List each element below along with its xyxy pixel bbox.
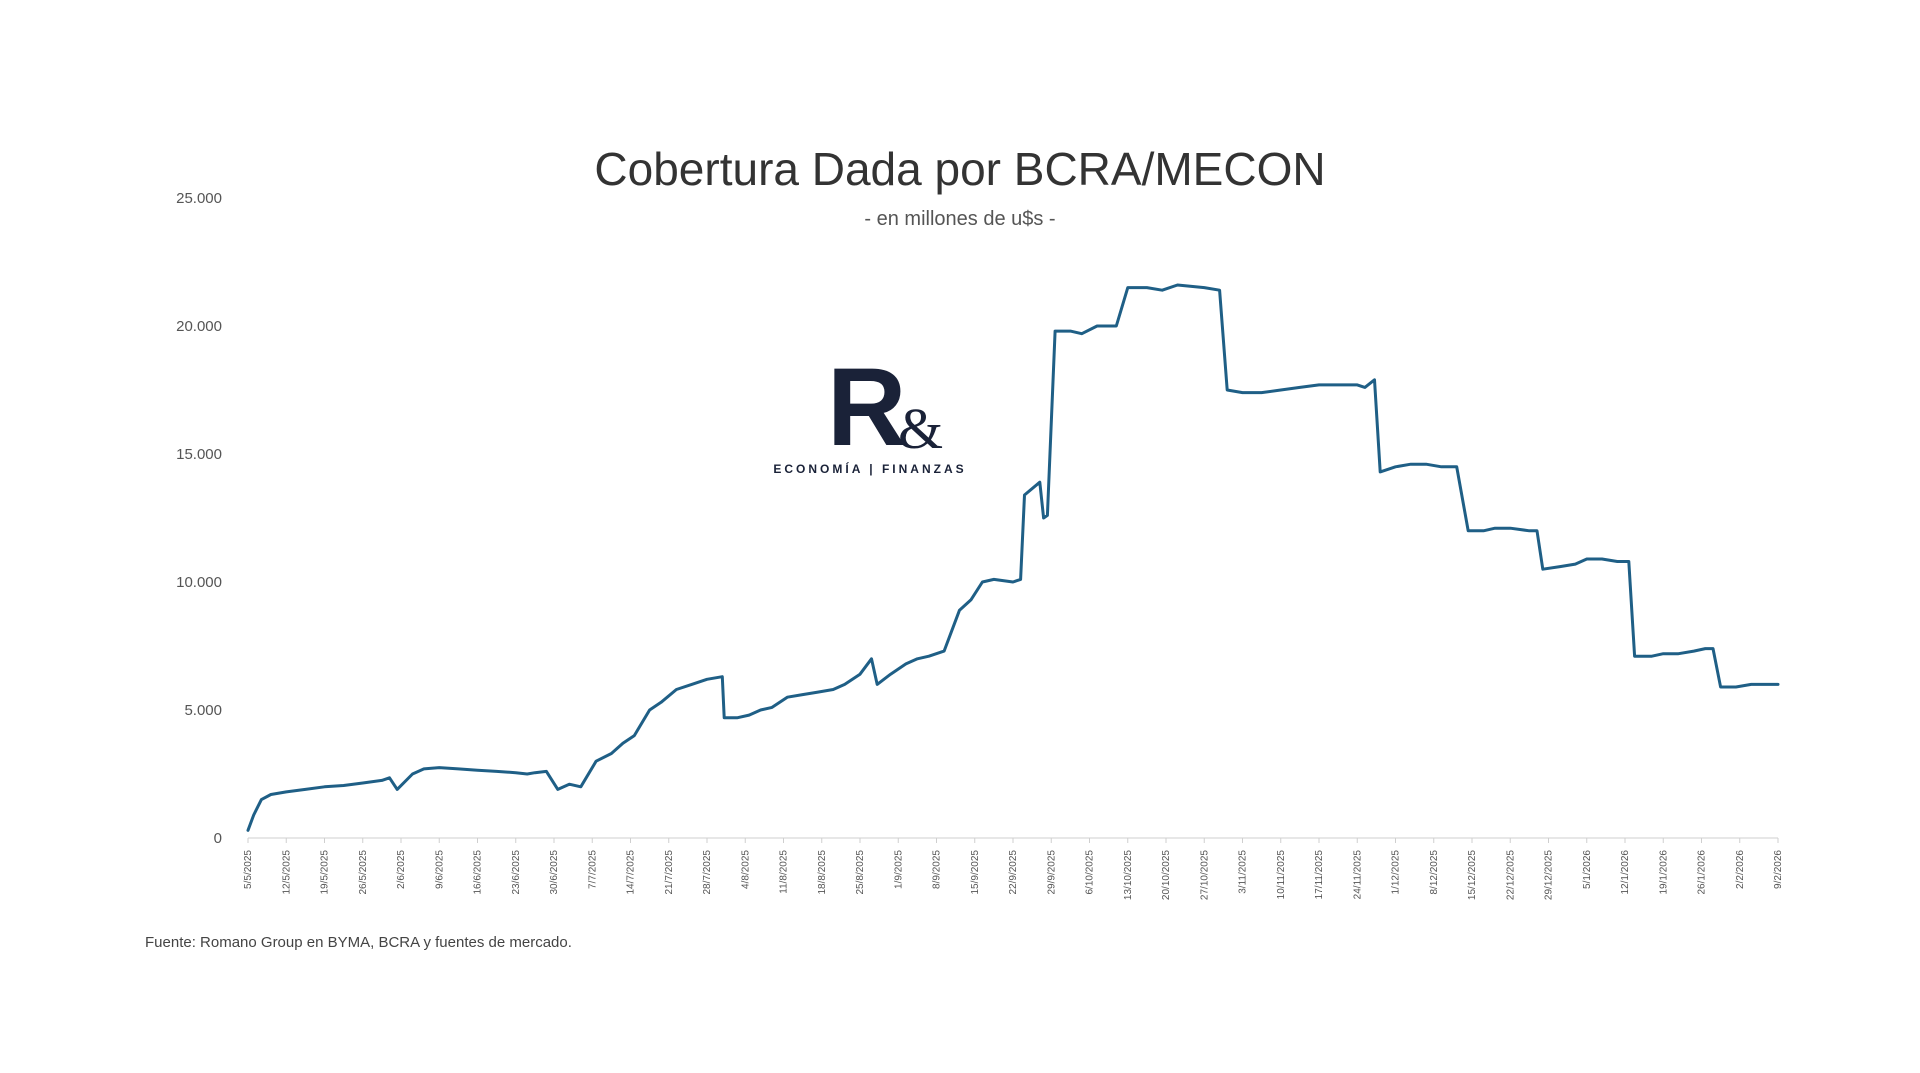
x-tick-label: 19/5/2025 bbox=[320, 850, 331, 895]
x-tick-label: 24/11/2025 bbox=[1352, 850, 1363, 900]
logo-tagline: ECONOMÍA | FINANZAS bbox=[773, 461, 966, 476]
x-tick-label: 25/8/2025 bbox=[855, 850, 866, 895]
x-tick-label: 26/5/2025 bbox=[358, 850, 369, 895]
y-axis: 0 5.000 10.000 15.000 20.000 25.000 bbox=[176, 190, 222, 847]
x-tick-label: 15/9/2025 bbox=[970, 850, 981, 895]
chart-subtitle: - en millones de u$s - bbox=[864, 208, 1055, 230]
x-tick-label: 1/12/2025 bbox=[1391, 850, 1402, 895]
y-tick-label: 10.000 bbox=[176, 574, 222, 591]
x-tick-label: 21/7/2025 bbox=[664, 850, 675, 895]
x-tick-label: 22/12/2025 bbox=[1505, 850, 1516, 900]
x-tick-label: 5/1/2026 bbox=[1582, 850, 1593, 889]
x-tick-label: 8/9/2025 bbox=[932, 850, 943, 889]
x-tick-label: 11/8/2025 bbox=[779, 850, 790, 894]
chart-title: Cobertura Dada por BCRA/MECON bbox=[594, 143, 1325, 195]
x-tick-label: 5/5/2025 bbox=[243, 850, 254, 889]
logo-letter: R bbox=[827, 346, 906, 469]
x-tick-label: 29/12/2025 bbox=[1544, 850, 1555, 900]
brand-logo: R & ECONOMÍA | FINANZAS bbox=[773, 346, 966, 476]
x-tick-label: 13/10/2025 bbox=[1123, 850, 1134, 900]
y-tick-label: 5.000 bbox=[184, 702, 222, 719]
x-tick-label: 29/9/2025 bbox=[1046, 850, 1057, 895]
x-tick-label: 8/12/2025 bbox=[1429, 850, 1440, 895]
x-tick-label: 10/11/2025 bbox=[1276, 850, 1287, 900]
x-tick-label: 16/6/2025 bbox=[473, 850, 484, 895]
x-tick-label: 18/8/2025 bbox=[817, 850, 828, 895]
series-line bbox=[246, 283, 1780, 832]
logo-ampersand: & bbox=[898, 396, 943, 461]
x-tick-label: 27/10/2025 bbox=[1199, 850, 1210, 900]
x-axis: 5/5/2025 12/5/2025 19/5/2025 26/5/2025 2/6/2… bbox=[243, 837, 1784, 900]
x-tick-label: 2/6/2025 bbox=[396, 850, 407, 889]
x-tick-label: 22/9/2025 bbox=[1008, 850, 1019, 895]
x-tick-label: 15/12/2025 bbox=[1467, 850, 1478, 900]
x-tick-label: 12/1/2026 bbox=[1620, 850, 1631, 895]
x-tick-label: 12/5/2025 bbox=[281, 850, 292, 895]
source-note: Fuente: Romano Group en BYMA, BCRA y fue… bbox=[145, 934, 572, 951]
x-tick-label: 23/6/2025 bbox=[511, 850, 522, 895]
x-tick-label: 17/11/2025 bbox=[1314, 850, 1325, 900]
x-tick-label: 9/6/2025 bbox=[434, 850, 445, 889]
x-tick-label: 9/2/2026 bbox=[1773, 850, 1784, 889]
y-tick-label: 0 bbox=[214, 830, 222, 847]
x-tick-label: 20/10/2025 bbox=[1161, 850, 1172, 900]
x-tick-label: 28/7/2025 bbox=[702, 850, 713, 895]
x-tick-label: 30/6/2025 bbox=[549, 850, 560, 895]
x-tick-label: 1/9/2025 bbox=[893, 850, 904, 889]
x-tick-label: 2/2/2026 bbox=[1735, 850, 1746, 889]
x-tick-label: 14/7/2025 bbox=[626, 850, 637, 895]
series-layer bbox=[246, 283, 1780, 832]
y-tick-label: 15.000 bbox=[176, 446, 222, 463]
x-tick-label: 7/7/2025 bbox=[587, 850, 598, 889]
x-tick-label: 6/10/2025 bbox=[1085, 850, 1096, 895]
x-tick-label: 19/1/2026 bbox=[1658, 850, 1669, 895]
x-tick-label: 4/8/2025 bbox=[740, 850, 751, 889]
x-tick-label: 3/11/2025 bbox=[1238, 850, 1249, 894]
y-tick-label: 25.000 bbox=[176, 190, 222, 207]
x-tick-label: 26/1/2026 bbox=[1697, 850, 1708, 895]
y-tick-label: 20.000 bbox=[176, 318, 222, 335]
